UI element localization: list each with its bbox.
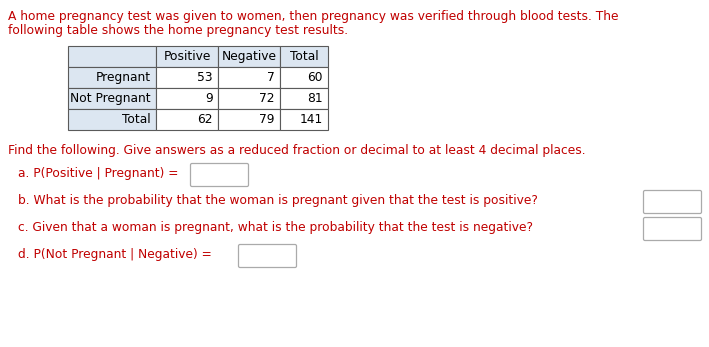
Bar — [156, 109, 218, 130]
FancyBboxPatch shape — [238, 245, 296, 268]
Text: a. P(Positive | Pregnant) =: a. P(Positive | Pregnant) = — [18, 167, 179, 180]
Text: 72: 72 — [259, 92, 275, 105]
Bar — [218, 46, 280, 67]
Bar — [68, 46, 156, 67]
Bar — [156, 46, 218, 67]
Bar — [280, 67, 328, 88]
FancyBboxPatch shape — [644, 191, 701, 213]
Text: 9: 9 — [205, 92, 213, 105]
Bar — [280, 109, 328, 130]
Text: 60: 60 — [308, 71, 323, 84]
Text: 141: 141 — [300, 113, 323, 126]
Bar — [68, 88, 156, 109]
Text: d. P(Not Pregnant | Negative) =: d. P(Not Pregnant | Negative) = — [18, 248, 212, 261]
Text: 62: 62 — [198, 113, 213, 126]
Text: c. Given that a woman is pregnant, what is the probability that the test is nega: c. Given that a woman is pregnant, what … — [18, 221, 533, 234]
Text: b. What is the probability that the woman is pregnant given that the test is pos: b. What is the probability that the woma… — [18, 194, 538, 207]
Text: following table shows the home pregnancy test results.: following table shows the home pregnancy… — [8, 24, 348, 37]
Bar — [156, 67, 218, 88]
Text: 7: 7 — [267, 71, 275, 84]
Bar — [218, 109, 280, 130]
Bar — [280, 88, 328, 109]
Text: 79: 79 — [259, 113, 275, 126]
Text: Positive: Positive — [163, 50, 211, 63]
Text: Pregnant: Pregnant — [96, 71, 151, 84]
FancyBboxPatch shape — [191, 163, 248, 186]
Text: Not Pregnant: Not Pregnant — [70, 92, 151, 105]
FancyBboxPatch shape — [644, 218, 701, 240]
Bar — [218, 88, 280, 109]
Bar — [156, 88, 218, 109]
Text: Negative: Negative — [221, 50, 277, 63]
Bar — [280, 46, 328, 67]
Bar — [68, 109, 156, 130]
Bar — [68, 67, 156, 88]
Text: Find the following. Give answers as a reduced fraction or decimal to at least 4 : Find the following. Give answers as a re… — [8, 144, 586, 157]
Bar — [218, 67, 280, 88]
Text: 81: 81 — [308, 92, 323, 105]
Text: 53: 53 — [197, 71, 213, 84]
Text: Total: Total — [290, 50, 318, 63]
Text: Total: Total — [123, 113, 151, 126]
Text: A home pregnancy test was given to women, then pregnancy was verified through bl: A home pregnancy test was given to women… — [8, 10, 618, 23]
